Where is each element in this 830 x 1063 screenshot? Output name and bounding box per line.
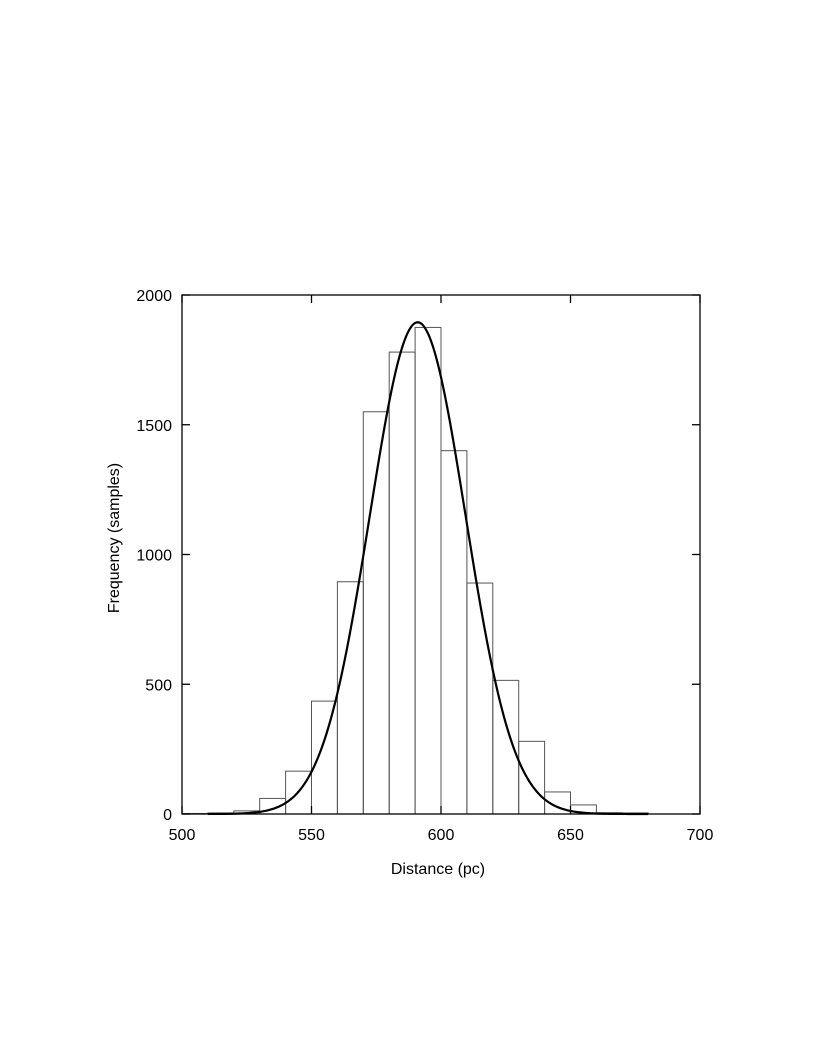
y-tick-label: 1500 <box>136 418 172 435</box>
x-axis-label: Distance (pc) <box>391 861 485 878</box>
ticks-layer <box>181 294 701 815</box>
tick-labels-layer: 500 550 600 650 700 0 500 1000 1500 2000 <box>136 288 713 844</box>
histogram-bar <box>336 581 364 815</box>
histogram-bar <box>311 700 338 815</box>
x-tick-label: 500 <box>169 827 196 844</box>
x-tick-label: 550 <box>298 827 325 844</box>
curve-layer <box>207 321 649 816</box>
y-tick-label: 2000 <box>136 288 172 305</box>
histogram-bar <box>492 679 520 815</box>
y-tick-label: 500 <box>145 677 172 694</box>
y-tick-label: 1000 <box>136 548 172 565</box>
histogram-bar <box>388 351 416 815</box>
y-axis-label: Frequency (samples) <box>106 463 123 613</box>
x-tick-label: 700 <box>687 827 714 844</box>
histogram-bar <box>414 326 442 815</box>
x-tick-label: 600 <box>428 827 455 844</box>
x-tick-label: 650 <box>557 827 584 844</box>
gaussian-fit-curve <box>207 321 649 816</box>
histogram-bar <box>466 582 494 815</box>
bars-layer <box>181 326 649 815</box>
histogram-bar <box>518 740 546 815</box>
y-tick-label: 0 <box>163 807 172 824</box>
